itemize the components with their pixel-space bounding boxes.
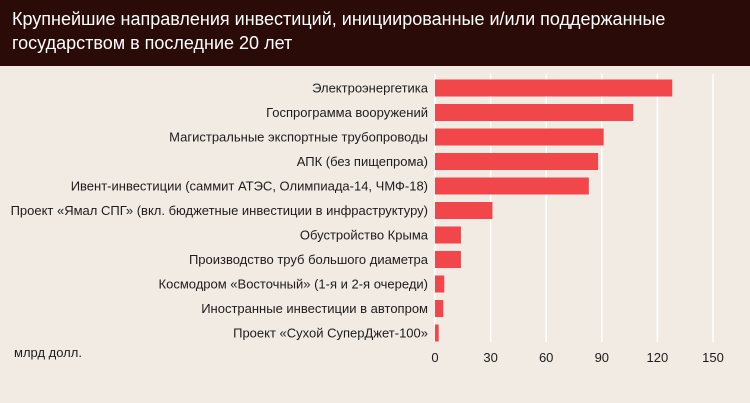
category-label: Электроэнергетика [312,81,429,96]
category-label: АПК (без пищепрома) [297,154,428,169]
category-label: Производство труб большого диаметра [189,252,429,267]
bar [435,153,599,170]
bar [435,177,589,195]
bar [435,275,445,293]
bar [435,300,444,317]
bar [435,202,493,219]
x-tick-label: 30 [483,350,497,365]
category-label: Иностранные инвестиции в автопром [201,301,428,316]
bar [435,128,604,146]
category-label: Магистральные экспортные трубопроводы [169,130,428,145]
header-band [0,0,750,66]
bar [435,251,461,268]
x-tick-label: 150 [702,350,724,365]
x-tick-label: 60 [539,350,553,365]
category-label: Госпрограмма вооружений [266,105,428,120]
category-label: Проект «Сухой СуперДжет-100» [233,326,428,341]
x-tick-label: 90 [595,350,609,365]
x-tick-label: 0 [431,350,438,365]
category-label: Обустройство Крыма [300,228,429,243]
category-label: Космодром «Восточный» (1-я и 2-я очереди… [159,277,428,292]
bar [435,79,673,97]
chart-title: Крупнейшие направления инвестиций, иници… [12,9,666,53]
category-label: Ивент-инвестиции (саммит АТЭС, Олимпиада… [71,179,428,194]
x-tick-label: 120 [647,350,669,365]
bar [435,324,439,342]
bar [435,104,634,121]
bar [435,226,461,244]
category-label: Проект «Ямал СПГ» (вкл. бюджетные инвест… [11,203,428,218]
unit-label: млрд долл. [14,345,82,360]
